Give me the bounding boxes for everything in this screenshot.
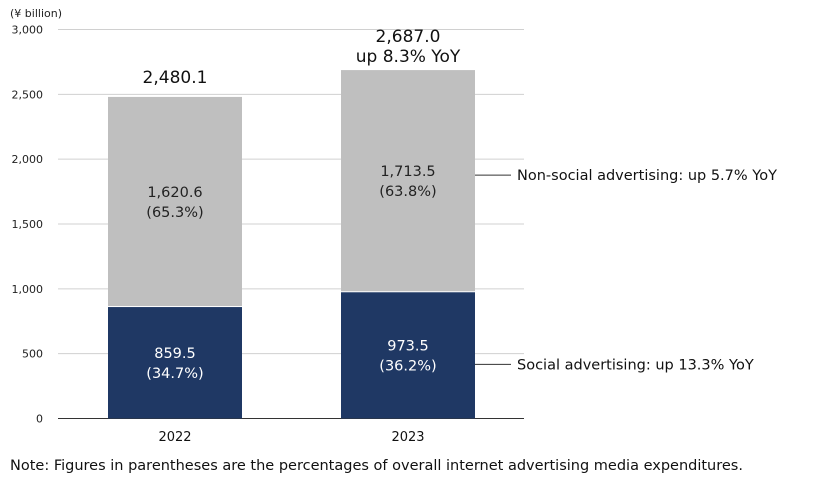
- total-growth-label: up 8.3% YoY: [356, 47, 461, 67]
- segment-value-label: 1,713.5: [380, 164, 435, 180]
- footnote: Note: Figures in parentheses are the per…: [10, 458, 743, 474]
- y-tick-label: 2,500: [12, 88, 44, 101]
- y-tick-label: 2,000: [12, 153, 44, 166]
- segment-percent-label: (65.3%): [146, 205, 203, 221]
- y-tick-label: 1,000: [12, 283, 44, 296]
- bars: 859.5 (34.7%) 1,620.6 (65.3%) 973.5 (36.2%) 1,…: [108, 70, 475, 419]
- bar-segment-non-social: [341, 70, 475, 292]
- segment-percent-label: (36.2%): [379, 358, 436, 374]
- series-annotation: Social advertising: up 13.3% YoY: [517, 357, 754, 373]
- stacked-bar-chart: (¥ billion) 0 500 1,000 1,500 2,000 2,500 3,00…: [10, 7, 777, 445]
- y-tick-label: 3,000: [12, 24, 44, 37]
- y-axis-unit-label: (¥ billion): [10, 7, 62, 20]
- bar-segment-social: [108, 307, 242, 419]
- x-category-label: 2022: [158, 430, 191, 445]
- x-category-label: 2023: [391, 430, 424, 445]
- segment-percent-label: (34.7%): [146, 366, 203, 382]
- series-annotations: Non-social advertising: up 5.7% YoY Socia…: [475, 168, 777, 373]
- y-tick-label: 0: [36, 413, 43, 426]
- y-axis-ticks: 0 500 1,000 1,500 2,000 2,500 3,000: [12, 24, 44, 426]
- y-tick-label: 1,500: [12, 218, 44, 231]
- segment-value-label: 859.5: [154, 346, 196, 362]
- y-tick-label: 500: [22, 348, 43, 361]
- x-axis-categories: 2022 2023: [158, 430, 424, 445]
- segment-value-label: 973.5: [387, 338, 429, 354]
- series-annotation: Non-social advertising: up 5.7% YoY: [517, 168, 777, 184]
- bar-segment-non-social: [108, 96, 242, 307]
- segment-percent-label: (63.8%): [379, 184, 436, 200]
- bar-segment-social: [341, 292, 475, 419]
- total-value-label: 2,687.0: [376, 27, 441, 47]
- segment-value-label: 1,620.6: [147, 185, 202, 201]
- total-value-label: 2,480.1: [143, 68, 208, 88]
